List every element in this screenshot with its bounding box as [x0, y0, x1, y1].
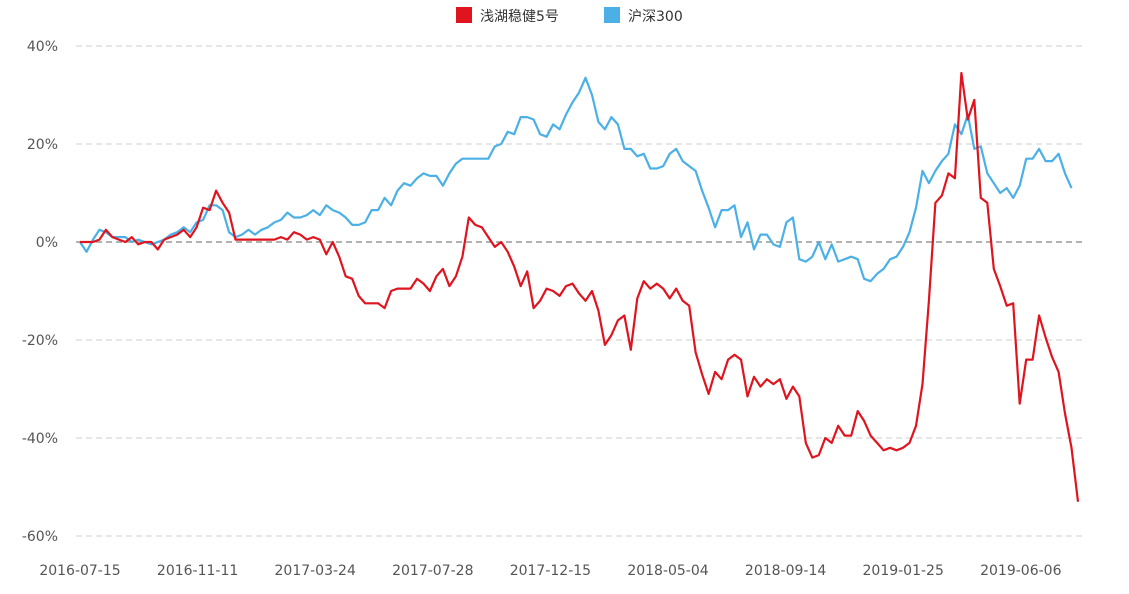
- x-tick-label: 2018-09-14: [745, 563, 826, 579]
- x-tick-label: 2016-11-11: [157, 563, 238, 579]
- legend-item-series-2[interactable]: 沪深300: [604, 7, 683, 25]
- y-tick-label: 40%: [27, 39, 58, 55]
- x-tick-label: 2016-07-15: [39, 563, 120, 579]
- y-tick-label: -60%: [22, 529, 58, 545]
- series-lines: [79, 71, 1080, 502]
- series-line-1[interactable]: [80, 71, 1080, 502]
- x-tick-label: 2018-05-04: [627, 563, 708, 579]
- legend-swatch-series-1: [456, 7, 472, 23]
- x-tick-label: 2017-03-24: [275, 563, 356, 579]
- y-tick-label: 0%: [36, 235, 58, 251]
- legend-swatch-series-2: [604, 7, 620, 23]
- legend-item-series-1[interactable]: 浅湖稳健5号: [456, 7, 559, 25]
- legend-label-series-2: 沪深300: [628, 9, 683, 25]
- x-tick-label: 2019-01-25: [863, 563, 944, 579]
- y-tick-label: 20%: [27, 137, 58, 153]
- x-tick-label: 2017-07-28: [392, 563, 473, 579]
- x-axis: 2016-07-15 2016-11-11 2017-03-24 2017-07-28…: [39, 563, 1061, 579]
- x-tick-label: 2017-12-15: [510, 563, 591, 579]
- series-line-2[interactable]: [79, 76, 1073, 283]
- y-tick-label: -20%: [22, 333, 58, 349]
- legend-label-series-1: 浅湖稳健5号: [480, 9, 559, 25]
- legend: 浅湖稳健5号 沪深300: [456, 7, 683, 25]
- y-tick-label: -40%: [22, 431, 58, 447]
- y-axis: 40% 20% 0% -20% -40% -60%: [22, 39, 58, 545]
- gridlines: [76, 45, 1082, 537]
- x-tick-label: 2019-06-06: [980, 563, 1061, 579]
